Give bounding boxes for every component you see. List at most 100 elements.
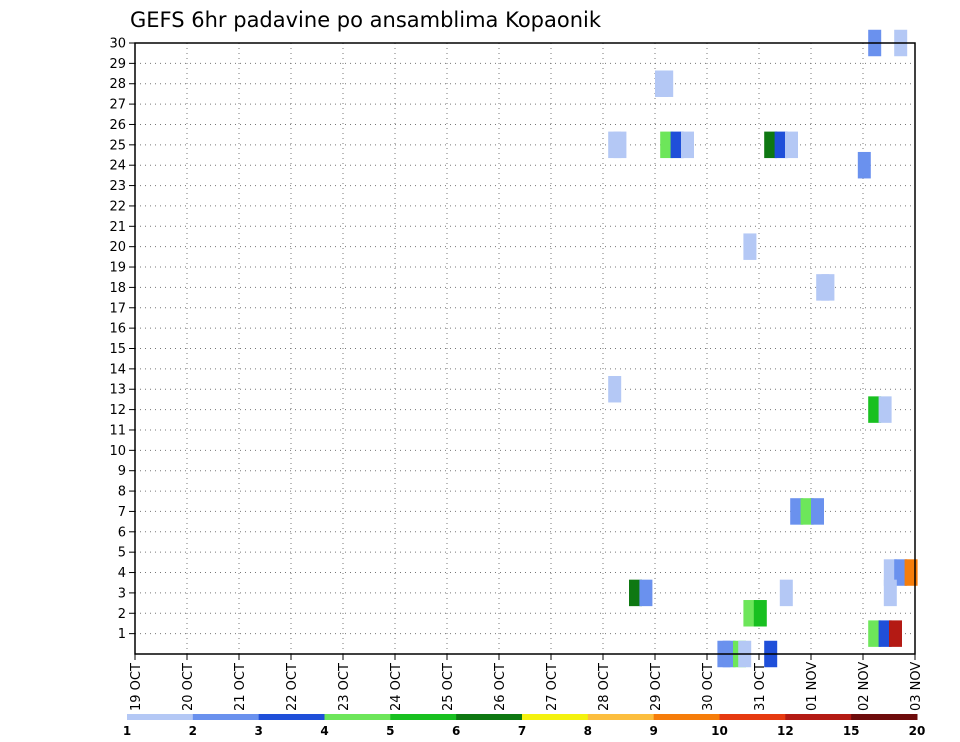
colorbar-segment <box>653 714 720 720</box>
y-tick-label: 9 <box>118 464 126 479</box>
y-axis: 1234567891011121314151617181920212223242… <box>109 37 135 642</box>
colorbar-segment <box>324 714 391 720</box>
precip-cell <box>779 579 793 607</box>
precip-cell <box>753 600 767 627</box>
precip-cell <box>785 131 798 159</box>
colorbar-segment <box>785 714 852 720</box>
chart-title: GEFS 6hr padavine po ansamblima Kopaonik <box>130 8 602 32</box>
precip-cell <box>743 600 757 627</box>
precip-cell <box>883 559 897 586</box>
x-tick-label: 29 OCT <box>649 663 664 711</box>
precip-cell <box>613 131 627 159</box>
precip-cell <box>608 375 622 403</box>
y-tick-label: 18 <box>109 281 126 296</box>
y-tick-label: 19 <box>109 261 126 276</box>
y-tick-label: 15 <box>109 342 126 357</box>
y-tick-label: 29 <box>109 57 126 72</box>
precip-cell <box>774 131 788 159</box>
y-tick-label: 5 <box>118 546 126 561</box>
colorbar-segment <box>522 714 589 720</box>
x-tick-label: 27 OCT <box>545 663 560 711</box>
precip-cell <box>764 131 778 159</box>
precip-cell <box>821 274 835 301</box>
y-tick-label: 7 <box>118 505 126 520</box>
x-tick-label: 19 OCT <box>129 663 144 711</box>
colorbar-segment <box>456 714 523 720</box>
x-tick-label: 23 OCT <box>337 663 352 711</box>
x-tick-label: 31 OCT <box>753 663 768 711</box>
precip-cell <box>681 131 694 159</box>
precip-cell <box>660 131 674 159</box>
x-axis: 19 OCT 20 OCT 21 OCT 22 OCT 23 OCT 24 OCT 25 O… <box>129 654 924 711</box>
colorbar-segment <box>587 714 655 720</box>
precip-cell <box>811 498 824 525</box>
precip-cell <box>743 233 757 260</box>
x-tick-label: 02 NOV <box>857 662 872 711</box>
x-tick-label: 24 OCT <box>389 663 404 711</box>
precip-cell <box>878 396 892 423</box>
y-tick-label: 11 <box>109 423 126 438</box>
grid-lines <box>135 42 915 654</box>
colorbar-label: 20 <box>909 724 926 738</box>
colorbar-label: 7 <box>518 724 526 738</box>
precip-cell <box>639 579 653 607</box>
y-tick-label: 26 <box>109 118 126 133</box>
precip-cell <box>629 579 642 607</box>
colorbar-segment <box>192 714 260 720</box>
x-tick-label: 20 OCT <box>181 663 196 711</box>
y-tick-label: 24 <box>109 159 126 174</box>
colorbar-label: 10 <box>711 724 728 738</box>
y-tick-label: 28 <box>109 77 126 92</box>
y-tick-label: 10 <box>109 444 126 459</box>
y-tick-label: 17 <box>109 301 126 316</box>
x-tick-label: 01 NOV <box>805 662 820 711</box>
y-tick-label: 2 <box>118 607 126 622</box>
precip-cell <box>883 579 897 607</box>
colorbar-label: 1 <box>123 724 131 738</box>
colorbar-label: 4 <box>320 724 328 738</box>
x-tick-label: 30 OCT <box>701 663 716 711</box>
y-tick-label: 8 <box>118 485 126 500</box>
y-tick-label: 14 <box>109 362 126 377</box>
precip-cell <box>878 620 892 647</box>
y-tick-label: 25 <box>109 138 126 153</box>
y-tick-label: 16 <box>109 322 126 337</box>
y-tick-label: 6 <box>118 525 126 540</box>
colorbar-segment <box>390 714 457 720</box>
precip-cell <box>857 151 871 179</box>
precip-cell <box>800 498 814 525</box>
precip-cell <box>670 131 684 159</box>
colorbar-segment <box>258 714 325 720</box>
colorbar-label: 6 <box>452 724 460 738</box>
x-tick-label: 03 NOV <box>909 662 924 711</box>
y-tick-label: 30 <box>109 37 126 52</box>
y-tick-label: 22 <box>109 199 126 214</box>
y-tick-label: 3 <box>118 586 126 601</box>
colorbar-label: 8 <box>584 724 592 738</box>
precip-cell <box>889 620 902 647</box>
colorbar-label: 15 <box>843 724 860 738</box>
y-tick-label: 23 <box>109 179 126 194</box>
colorbar-label: 9 <box>649 724 657 738</box>
y-tick-label: 1 <box>118 627 126 642</box>
colorbar: 1 2 3 4 5 6 7 8 9 10 12 15 20 <box>123 714 926 738</box>
precip-cell <box>660 70 674 97</box>
x-tick-label: 21 OCT <box>233 663 248 711</box>
x-tick-label: 28 OCT <box>597 663 612 711</box>
y-tick-label: 12 <box>109 403 126 418</box>
precip-cell <box>790 498 804 525</box>
colorbar-label: 12 <box>777 724 794 738</box>
precip-cell <box>868 396 882 423</box>
precip-cell <box>868 620 882 647</box>
colorbar-segment <box>851 714 918 720</box>
colorbar-label: 3 <box>254 724 262 738</box>
x-tick-label: 22 OCT <box>285 663 300 711</box>
colorbar-segment <box>719 714 786 720</box>
y-tick-label: 20 <box>109 240 126 255</box>
colorbar-segment <box>127 714 194 720</box>
x-tick-label: 25 OCT <box>441 663 456 711</box>
y-tick-label: 27 <box>109 98 126 113</box>
x-tick-label: 26 OCT <box>493 663 508 711</box>
y-tick-label: 4 <box>118 566 126 581</box>
